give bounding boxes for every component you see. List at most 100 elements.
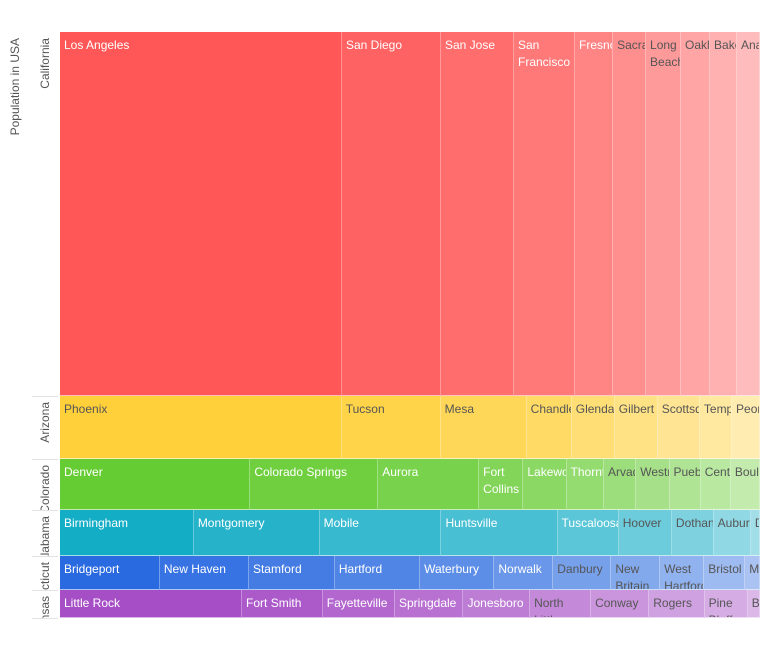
group-label-box: California xyxy=(32,32,58,398)
cell-label: Rogers xyxy=(653,595,692,610)
cell-label: Bakersfield xyxy=(714,38,736,52)
cell-label: Mesa xyxy=(444,402,475,417)
cell-label: Norwalk xyxy=(498,561,542,576)
treemap-cell: Tuscaloosa xyxy=(557,509,619,556)
cell-label: Tuscaloosa xyxy=(561,515,619,530)
cell-label: Glendale xyxy=(575,402,615,417)
group-label-box: Connecticut xyxy=(32,556,58,591)
treemap-cell: Aurora xyxy=(378,459,480,510)
cell-label: Hartford xyxy=(338,561,383,576)
cell-label: Westminster xyxy=(640,465,668,480)
treemap-cell: Hoover xyxy=(618,509,672,556)
treemap-cell: Meriden xyxy=(745,555,760,590)
group-label: Connecticut xyxy=(38,562,52,590)
cell-label: New Britain xyxy=(615,561,650,590)
group-label: California xyxy=(38,38,52,89)
treemap-cell: Dothan xyxy=(671,509,714,556)
cell-label: Colorado Springs xyxy=(254,465,348,480)
treemap-cell: Norwalk xyxy=(494,555,554,590)
treemap-cell: Little Rock xyxy=(60,589,243,618)
treemap-cell: Decatur xyxy=(750,509,760,556)
cell-label: Centennial xyxy=(704,465,731,480)
cell-label: Dothan xyxy=(675,515,714,530)
treemap-cell: Huntsville xyxy=(441,509,558,556)
treemap-cell: Auburn xyxy=(713,509,751,556)
treemap-cell: Mobile xyxy=(319,509,442,556)
cell-label: Chandler xyxy=(530,402,571,417)
treemap-cell: Tempe xyxy=(699,396,733,460)
treemap-cell: San Jose xyxy=(440,32,514,397)
cell-label: Fort Collins xyxy=(483,465,520,497)
treemap-cell: Conway xyxy=(591,589,650,618)
cell-label: Bentonville xyxy=(751,595,760,610)
treemap-cell: Scottsdale xyxy=(657,396,700,460)
cell-label: San Diego xyxy=(345,38,403,52)
cell-label: Jonesboro xyxy=(467,595,524,610)
treemap-cell: Lakewood xyxy=(523,459,567,510)
cell-label: Boulder xyxy=(734,465,759,480)
cell-label: Aurora xyxy=(382,465,419,480)
treemap-cell: Fayetteville xyxy=(322,589,395,618)
cell-label: New Haven xyxy=(163,561,226,576)
treemap-cell: Oakland xyxy=(681,32,711,397)
cell-label: San Francisco xyxy=(518,38,571,69)
cell-label: Thornton xyxy=(570,465,603,480)
cell-label: Phoenix xyxy=(64,402,108,417)
cell-label: Scottsdale xyxy=(661,402,699,417)
cell-label: Auburn xyxy=(717,515,750,530)
cell-label: Hoover xyxy=(622,515,662,530)
cell-label: Danbury xyxy=(557,561,603,576)
treemap-cell: Thornton xyxy=(566,459,604,510)
cell-label: Denver xyxy=(64,465,103,480)
treemap-cell: Hartford xyxy=(334,555,421,590)
cell-label: Tucson xyxy=(345,402,385,417)
treemap-cell: Arvada xyxy=(603,459,637,510)
cell-label: Meriden xyxy=(749,561,760,576)
treemap-cell: Phoenix xyxy=(60,396,342,460)
treemap-cell: Jonesboro xyxy=(463,589,531,618)
treemap-cell: Centennial xyxy=(700,459,731,510)
cell-label: Huntsville xyxy=(445,515,498,530)
group-label-box: Arkansas xyxy=(32,590,58,619)
treemap-cell: Fresno xyxy=(575,32,614,397)
group-label-box: Colorado xyxy=(32,459,58,511)
treemap-cell: Boulder xyxy=(730,459,760,510)
axis-label: Population in USA xyxy=(8,38,22,136)
treemap-cell: Springdale xyxy=(394,589,464,618)
cell-label: Montgomery xyxy=(197,515,265,530)
treemap-cell: Rogers xyxy=(649,589,705,618)
group-label: Arizona xyxy=(38,402,52,443)
cell-label: Arvada xyxy=(607,465,635,480)
treemap-cell: Pueblo xyxy=(669,459,701,510)
cell-label: Stamford xyxy=(252,561,302,576)
cell-label: Fort Smith xyxy=(246,595,302,610)
treemap-cell: Fort Collins xyxy=(479,459,524,510)
cell-label: Tempe xyxy=(703,402,731,417)
treemap-cell: Mesa xyxy=(440,396,527,460)
cell-label: San Jose xyxy=(444,38,496,52)
cell-label: Lakewood xyxy=(527,465,565,480)
treemap-cell: West Hartford xyxy=(660,555,705,590)
group-label: Alabama xyxy=(38,515,52,557)
group-label: Arkansas xyxy=(38,596,52,618)
cell-label: Waterbury xyxy=(424,561,479,576)
cell-label: Anaheim xyxy=(741,38,759,52)
cell-label: Fayetteville xyxy=(326,595,388,610)
cell-label: Springdale xyxy=(398,595,457,610)
cell-label: Bristol xyxy=(708,561,742,576)
treemap-cell: North Little Rock xyxy=(530,589,592,618)
treemap-cell: Tucson xyxy=(341,396,441,460)
group-label: Colorado xyxy=(38,465,52,511)
cell-label: Los Angeles xyxy=(64,38,130,52)
cell-label: Bridgeport xyxy=(64,561,120,576)
cell-label: Mobile xyxy=(323,515,359,530)
group-label-box: Alabama xyxy=(32,510,58,557)
cell-label: Little Rock xyxy=(64,595,121,610)
treemap-cell: Pine Bluff xyxy=(704,589,748,618)
treemap-cell: Montgomery xyxy=(193,509,320,556)
cell-label: Pueblo xyxy=(673,465,700,480)
treemap-cell: Los Angeles xyxy=(60,32,342,397)
treemap-cell: Birmingham xyxy=(60,509,194,556)
cell-label: Pine Bluff xyxy=(708,595,733,617)
